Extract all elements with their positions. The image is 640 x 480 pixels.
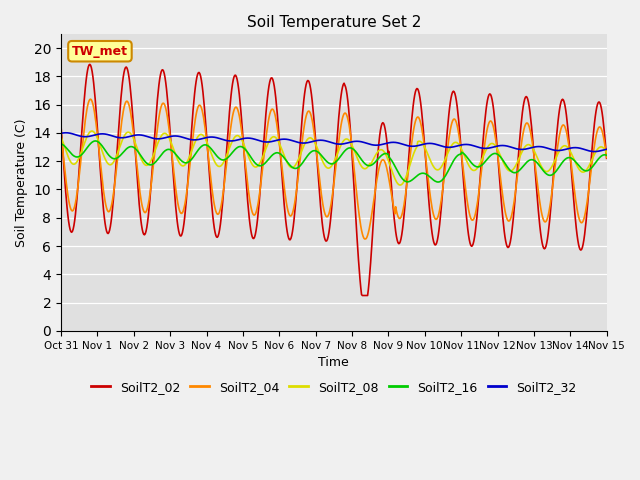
SoilT2_08 [57, 134, 65, 140]
SoilT2_04 [402, 192, 410, 197]
SoilT2_02 [86, 61, 93, 67]
Line: SoilT2_16: SoilT2_16 [61, 141, 607, 182]
SoilT2_04 [87, 96, 95, 102]
SoilT2_32 [179, 134, 187, 140]
SoilT2_04 [179, 208, 187, 214]
SoilT2_16 [57, 141, 65, 147]
SoilT2_32 [68, 131, 76, 136]
SoilT2_02 [57, 123, 65, 129]
Title: Soil Temperature Set 2: Soil Temperature Set 2 [246, 15, 421, 30]
SoilT2_16 [603, 153, 611, 158]
SoilT2_08 [124, 129, 132, 135]
SoilT2_04 [361, 236, 369, 242]
SoilT2_32 [603, 146, 611, 152]
SoilT2_16 [124, 145, 132, 151]
Text: TW_met: TW_met [72, 45, 128, 58]
SoilT2_08 [208, 153, 216, 158]
SoilT2_32 [591, 149, 598, 155]
SoilT2_02 [67, 229, 75, 235]
SoilT2_16 [401, 178, 408, 184]
Y-axis label: Soil Temperature (C): Soil Temperature (C) [15, 118, 28, 247]
Line: SoilT2_04: SoilT2_04 [61, 99, 607, 239]
SoilT2_04 [57, 131, 65, 136]
SoilT2_16 [92, 138, 99, 144]
SoilT2_16 [208, 147, 216, 153]
Line: SoilT2_32: SoilT2_32 [61, 133, 607, 152]
SoilT2_08 [418, 139, 426, 145]
SoilT2_08 [396, 182, 404, 188]
Legend: SoilT2_02, SoilT2_04, SoilT2_08, SoilT2_16, SoilT2_32: SoilT2_02, SoilT2_04, SoilT2_08, SoilT2_… [86, 376, 582, 399]
SoilT2_32 [208, 134, 216, 140]
SoilT2_02 [179, 226, 187, 231]
SoilT2_02 [402, 195, 410, 201]
SoilT2_02 [358, 293, 366, 299]
SoilT2_32 [124, 134, 132, 140]
SoilT2_02 [418, 107, 426, 113]
SoilT2_08 [67, 159, 75, 165]
SoilT2_04 [208, 187, 216, 192]
SoilT2_16 [67, 150, 75, 156]
SoilT2_04 [67, 206, 75, 212]
Line: SoilT2_08: SoilT2_08 [61, 131, 607, 185]
SoilT2_16 [435, 179, 442, 185]
SoilT2_16 [179, 159, 187, 165]
SoilT2_32 [61, 130, 69, 136]
SoilT2_08 [402, 175, 410, 181]
SoilT2_32 [401, 142, 408, 148]
SoilT2_02 [208, 205, 216, 211]
SoilT2_04 [603, 155, 611, 160]
SoilT2_02 [124, 68, 132, 73]
SoilT2_32 [417, 142, 424, 148]
SoilT2_08 [179, 163, 187, 169]
SoilT2_16 [417, 171, 424, 177]
SoilT2_04 [418, 124, 426, 130]
SoilT2_04 [124, 99, 132, 105]
SoilT2_02 [603, 156, 611, 161]
SoilT2_08 [603, 149, 611, 155]
Line: SoilT2_02: SoilT2_02 [61, 64, 607, 296]
SoilT2_08 [88, 128, 96, 134]
X-axis label: Time: Time [319, 356, 349, 369]
SoilT2_32 [57, 131, 65, 136]
